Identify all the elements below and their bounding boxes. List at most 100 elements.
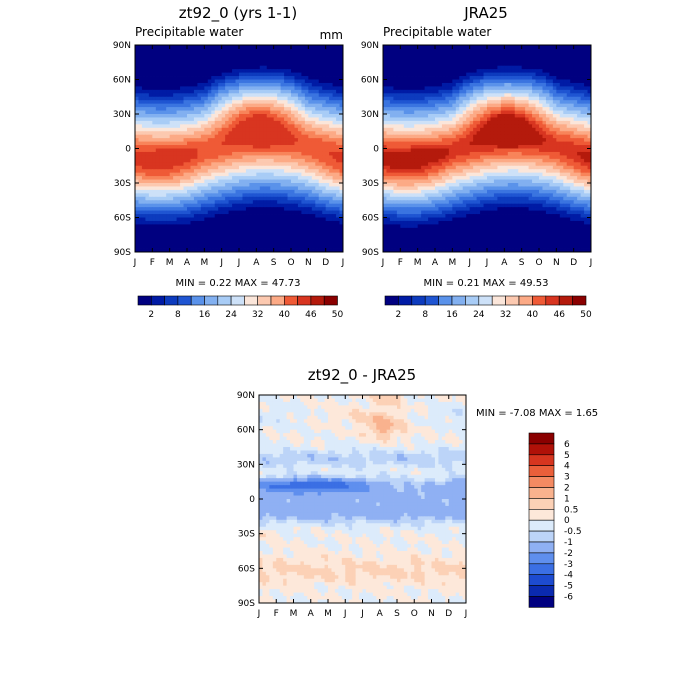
heatmap-cell <box>448 96 453 101</box>
heatmap-cell <box>176 158 181 163</box>
heatmap-cell <box>173 183 177 187</box>
heatmap-cell <box>518 48 523 53</box>
heatmap-cell <box>180 138 184 142</box>
heatmap-cell <box>245 179 250 184</box>
heatmap-cell <box>325 103 330 108</box>
heatmap-cell <box>152 93 157 98</box>
heatmap-cell <box>325 203 330 208</box>
heatmap-cell <box>183 65 188 70</box>
heatmap-cell <box>152 86 157 91</box>
heatmap-cell <box>159 45 164 49</box>
heatmap-cell <box>232 224 236 229</box>
heatmap-cell <box>287 148 292 153</box>
heatmap-cell <box>152 45 157 49</box>
heatmap-cell <box>311 134 316 139</box>
heatmap-cell <box>301 200 306 205</box>
heatmap-cell <box>304 55 309 60</box>
heatmap-cell <box>407 79 412 84</box>
heatmap-cell <box>539 96 543 101</box>
heatmap-cell <box>570 114 575 118</box>
heatmap-cell <box>166 93 171 98</box>
heatmap-cell <box>566 72 571 77</box>
heatmap-cell <box>339 162 344 167</box>
heatmap-cell <box>270 207 275 211</box>
heatmap-cell <box>329 151 333 156</box>
heatmap-cell <box>528 55 533 60</box>
heatmap-cell <box>332 100 337 105</box>
heatmap-cell <box>145 165 150 170</box>
heatmap-cell <box>141 227 146 232</box>
heatmap-cell <box>417 51 422 56</box>
heatmap-cell <box>308 220 313 225</box>
heatmap-cell <box>197 238 202 243</box>
heatmap-cell <box>287 55 292 60</box>
heatmap-cell <box>545 45 550 49</box>
heatmap-cell <box>480 82 484 87</box>
heatmap-cell <box>518 58 523 63</box>
heatmap-cell <box>308 100 313 105</box>
heatmap-cell <box>277 110 281 115</box>
heatmap-cell <box>169 127 174 132</box>
heatmap-cell <box>232 172 236 177</box>
heatmap-cell <box>159 176 164 180</box>
heatmap-cell <box>242 186 247 191</box>
heatmap-cell <box>325 169 330 174</box>
heatmap-cell <box>207 76 212 80</box>
heatmap-cell <box>152 103 157 108</box>
heatmap-cell <box>256 89 261 94</box>
heatmap-cell <box>291 172 295 177</box>
heatmap-cell <box>280 69 285 73</box>
heatmap-cell <box>280 214 285 218</box>
heatmap-cell <box>428 86 432 91</box>
heatmap-cell <box>270 45 275 49</box>
heatmap-cell <box>441 69 446 73</box>
heatmap-cell <box>287 145 292 149</box>
heatmap-cell <box>148 148 153 153</box>
heatmap-cell <box>183 62 188 67</box>
heatmap-cell <box>336 69 340 73</box>
heatmap-cell <box>242 217 247 222</box>
heatmap-cell <box>166 162 171 167</box>
heatmap-cell <box>452 89 457 94</box>
heatmap-cell <box>259 62 264 67</box>
heatmap-cell <box>197 100 202 105</box>
heatmap-cell <box>315 169 320 174</box>
heatmap-cell <box>318 162 323 167</box>
heatmap-cell <box>270 51 275 56</box>
heatmap-cell <box>135 96 139 101</box>
heatmap-cell <box>270 89 275 94</box>
heatmap-cell <box>322 248 327 253</box>
heatmap-cell <box>200 117 205 122</box>
heatmap-cell <box>329 65 333 70</box>
heatmap-cell <box>249 179 254 184</box>
heatmap-cell <box>441 86 446 91</box>
heatmap-cell <box>493 117 498 122</box>
heatmap-cell <box>273 203 278 208</box>
heatmap-cell <box>563 62 568 67</box>
heatmap-cell <box>552 48 557 53</box>
heatmap-cell <box>304 158 309 163</box>
heatmap-cell <box>545 114 550 118</box>
heatmap-cell <box>169 114 174 118</box>
heatmap-cell <box>162 86 167 91</box>
heatmap-cell <box>235 165 240 170</box>
heatmap-cell <box>218 124 223 129</box>
heatmap-cell <box>169 69 174 73</box>
heatmap-cell <box>325 155 330 160</box>
heatmap-cell <box>207 114 212 118</box>
heatmap-cell <box>145 196 150 201</box>
heatmap-cell <box>539 51 543 56</box>
heatmap-cell <box>225 158 229 163</box>
heatmap-cell <box>176 120 181 125</box>
heatmap-cell <box>180 131 184 136</box>
heatmap-cell <box>518 62 523 67</box>
heatmap-cell <box>445 58 450 63</box>
heatmap-cell <box>294 214 299 218</box>
heatmap-cell <box>256 245 261 249</box>
heatmap-cell <box>204 238 209 243</box>
heatmap-cell <box>403 110 408 115</box>
heatmap-cell <box>518 103 523 108</box>
heatmap-cell <box>417 62 422 67</box>
heatmap-cell <box>211 203 216 208</box>
heatmap-cell <box>273 124 278 129</box>
